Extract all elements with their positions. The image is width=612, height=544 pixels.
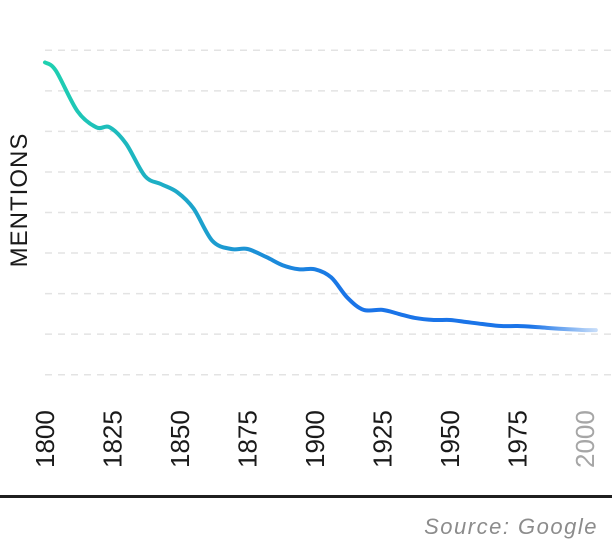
series-layer — [43, 60, 598, 333]
x-tick-label: 2000 — [570, 410, 600, 468]
footer-divider — [0, 495, 612, 498]
x-tick-label: 1800 — [30, 410, 60, 468]
x-tick-label: 1975 — [503, 410, 533, 468]
x-tick-label: 1850 — [165, 410, 195, 468]
x-tick-label: 1875 — [233, 410, 263, 468]
y-axis-label-box: MENTIONS — [2, 120, 38, 280]
x-tick-label: 1825 — [98, 410, 128, 468]
gridlines — [45, 49, 612, 376]
x-tick-label: 1900 — [300, 410, 330, 468]
mentions-line — [43, 60, 598, 333]
x-tick-label: 1925 — [368, 410, 398, 468]
x-tick-labels: 1800 1825 1850 1875 1900 1925 1950 1975 2000 — [30, 410, 600, 468]
y-axis-label: MENTIONS — [6, 132, 33, 268]
source-note: Source: Google — [424, 514, 598, 539]
x-tick-label: 1950 — [435, 410, 465, 468]
